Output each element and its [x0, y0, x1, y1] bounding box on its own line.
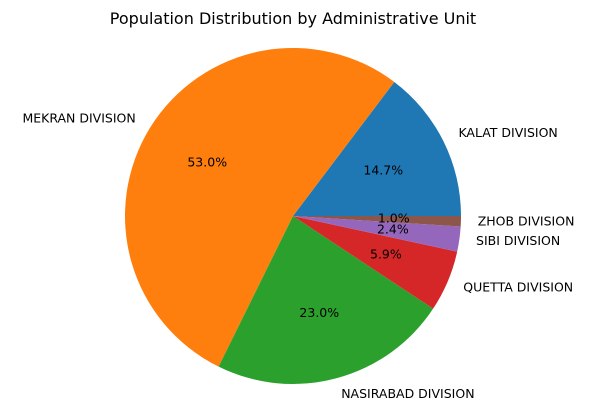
slice-label-kalat-division: KALAT DIVISION	[458, 125, 557, 140]
slice-label-quetta-division: QUETTA DIVISION	[463, 279, 573, 294]
pie-slice-zhob-division	[293, 216, 461, 227]
pie-slice-quetta-division	[293, 216, 458, 309]
pie-slice-nasirabad-division	[218, 216, 434, 384]
pct-label-zhob-division: 1.0%	[378, 211, 410, 226]
slice-label-mekran-division: MEKRAN DIVISION	[22, 110, 135, 125]
pct-label-nasirabad-division: 23.0%	[299, 305, 339, 320]
pct-label-mekran-division: 53.0%	[187, 155, 227, 170]
pie-labels: KALAT DIVISION 14.7% MEKRAN DIVISION 53.0% N…	[22, 110, 574, 400]
pct-label-kalat-division: 14.7%	[363, 163, 403, 178]
pie-slice-sibi-division	[293, 216, 461, 252]
slice-label-nasirabad-division: NASIRABAD DIVISION	[341, 386, 474, 401]
slice-label-sibi-division: SIBI DIVISION	[476, 233, 560, 248]
slice-label-zhob-division: ZHOB DIVISION	[478, 213, 575, 228]
chart-title: Population Distribution by Administrativ…	[110, 9, 476, 28]
pct-label-sibi-division: 2.4%	[377, 221, 409, 236]
pie-slice-kalat-division	[293, 81, 461, 216]
pie-slices	[125, 48, 461, 384]
pie-slice-mekran-division	[125, 48, 395, 367]
pct-label-quetta-division: 5.9%	[370, 247, 402, 262]
